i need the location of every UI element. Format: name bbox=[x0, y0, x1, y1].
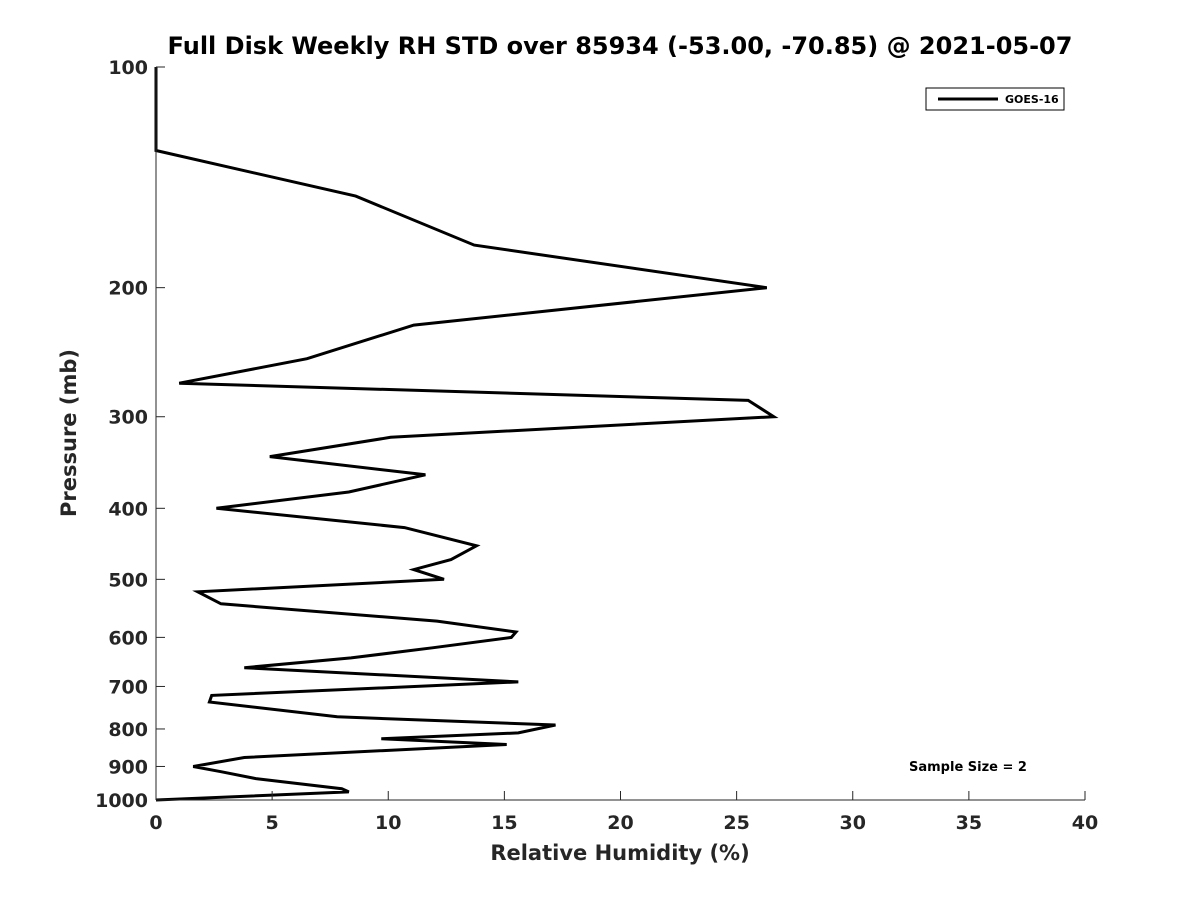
y-tick-label-7: 800 bbox=[108, 719, 148, 741]
x-tick-label-3: 15 bbox=[491, 812, 517, 834]
chart-title: Full Disk Weekly RH STD over 85934 (-53.… bbox=[168, 32, 1073, 60]
x-tick-label-8: 40 bbox=[1072, 812, 1098, 834]
y-tick-label-3: 400 bbox=[108, 498, 148, 520]
x-tick-label-0: 0 bbox=[149, 812, 162, 834]
sample-size-annotation: Sample Size = 2 bbox=[909, 760, 1027, 775]
x-tick-label-5: 25 bbox=[723, 812, 749, 834]
y-tick-label-0: 100 bbox=[108, 57, 148, 79]
axes-layer: 0 5 10 15 20 25 30 35 40 100 200 300 400 500 600 700 800… bbox=[95, 57, 1098, 834]
x-tick-label-2: 10 bbox=[375, 812, 401, 834]
y-tick-label-5: 600 bbox=[108, 627, 148, 649]
y-tick-label-1: 200 bbox=[108, 278, 148, 300]
x-tick-label-1: 5 bbox=[266, 812, 279, 834]
y-tick-label-6: 700 bbox=[108, 676, 148, 698]
y-tick-label-9: 1000 bbox=[95, 790, 148, 812]
series-layer bbox=[154, 67, 779, 802]
y-tick-label-4: 500 bbox=[108, 569, 148, 591]
legend-label-goes-16: GOES-16 bbox=[1005, 93, 1059, 106]
x-tick-label-7: 35 bbox=[956, 812, 982, 834]
series-line-0 bbox=[154, 67, 779, 802]
legend: GOES-16 bbox=[925, 87, 1065, 111]
x-axis-label: Relative Humidity (%) bbox=[490, 841, 749, 865]
y-tick-label-2: 300 bbox=[108, 407, 148, 429]
x-tick-label-4: 20 bbox=[607, 812, 633, 834]
y-tick-label-8: 900 bbox=[108, 756, 148, 778]
y-axis-label: Pressure (mb) bbox=[57, 349, 81, 517]
x-tick-label-6: 30 bbox=[840, 812, 866, 834]
